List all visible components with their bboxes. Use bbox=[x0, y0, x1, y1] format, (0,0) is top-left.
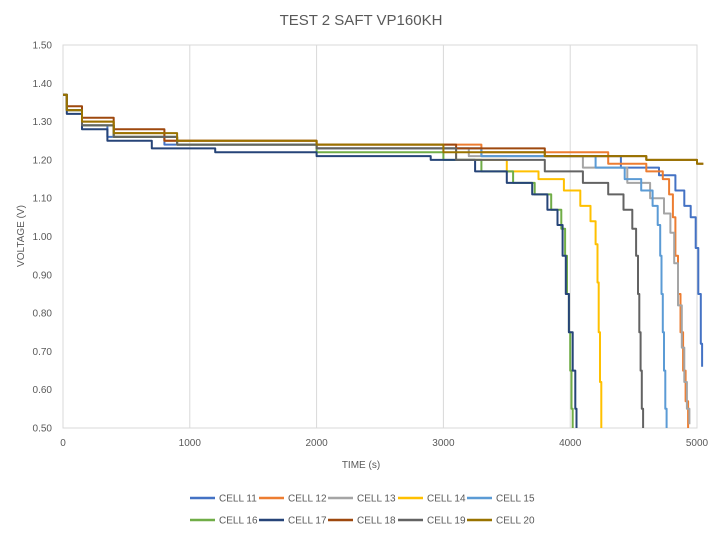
y-tick-label: 1.10 bbox=[33, 194, 53, 205]
chart-title: TEST 2 SAFT VP160KH bbox=[280, 12, 443, 29]
y-tick-labels: 0.50 0.60 0.70 0.80 0.90 1.00 1.10 1.20 1.30 1.40… bbox=[33, 41, 53, 435]
y-tick-label: 0.90 bbox=[33, 270, 53, 281]
legend-item: CELL 14 bbox=[398, 494, 466, 505]
legend-item: CELL 13 bbox=[328, 494, 396, 505]
legend-label: CELL 13 bbox=[357, 494, 396, 505]
legend-item: CELL 12 bbox=[259, 494, 327, 505]
legend-item: CELL 16 bbox=[190, 516, 258, 527]
x-tick-labels: 0 1000 2000 3000 4000 5000 bbox=[60, 438, 708, 449]
y-tick-label: 1.40 bbox=[33, 79, 53, 90]
legend-label: CELL 11 bbox=[219, 494, 257, 505]
x-tick-label: 3000 bbox=[432, 438, 455, 449]
y-tick-label: 0.80 bbox=[33, 309, 53, 320]
legend-label: CELL 20 bbox=[496, 516, 535, 527]
gridlines bbox=[62, 45, 698, 428]
legend-item: CELL 19 bbox=[398, 516, 466, 527]
legend-label: CELL 12 bbox=[288, 494, 327, 505]
series-line-cell-17 bbox=[63, 93, 578, 428]
y-tick-label: 0.50 bbox=[33, 424, 53, 435]
legend-item: CELL 18 bbox=[328, 516, 396, 527]
legend-item: CELL 11 bbox=[190, 494, 257, 505]
x-tick-label: 0 bbox=[60, 438, 66, 449]
legend-label: CELL 16 bbox=[219, 516, 258, 527]
legend-label: CELL 18 bbox=[357, 516, 396, 527]
x-tick-label: 4000 bbox=[559, 438, 582, 449]
plot-frame bbox=[62, 44, 698, 429]
x-tick-label: 1000 bbox=[179, 438, 202, 449]
legend-label: CELL 17 bbox=[288, 516, 327, 527]
legend-item: CELL 20 bbox=[467, 516, 535, 527]
y-tick-label: 1.00 bbox=[33, 232, 53, 243]
x-tick-label: 2000 bbox=[305, 438, 328, 449]
legend-label: CELL 15 bbox=[496, 494, 535, 505]
x-tick-label: 5000 bbox=[686, 438, 709, 449]
legend-item: CELL 15 bbox=[467, 494, 535, 505]
y-tick-label: 1.20 bbox=[33, 155, 53, 166]
x-axis-label: TIME (s) bbox=[342, 460, 380, 471]
legend: CELL 11 CELL 12 CELL 13 CELL 14 CELL 15 CELL … bbox=[190, 494, 535, 527]
series-line-cell-11 bbox=[63, 93, 704, 367]
legend-item: CELL 17 bbox=[259, 516, 327, 527]
legend-label: CELL 19 bbox=[427, 516, 466, 527]
series-line-cell-20 bbox=[63, 93, 704, 165]
y-tick-label: 0.60 bbox=[33, 385, 53, 396]
y-tick-label: 0.70 bbox=[33, 347, 53, 358]
series-lines bbox=[63, 93, 704, 428]
legend-label: CELL 14 bbox=[427, 494, 466, 505]
y-tick-label: 1.30 bbox=[33, 117, 53, 128]
y-axis-label: VOLTAGE (V) bbox=[16, 205, 27, 267]
plot-area bbox=[62, 44, 698, 429]
y-tick-label: 1.50 bbox=[33, 41, 53, 52]
